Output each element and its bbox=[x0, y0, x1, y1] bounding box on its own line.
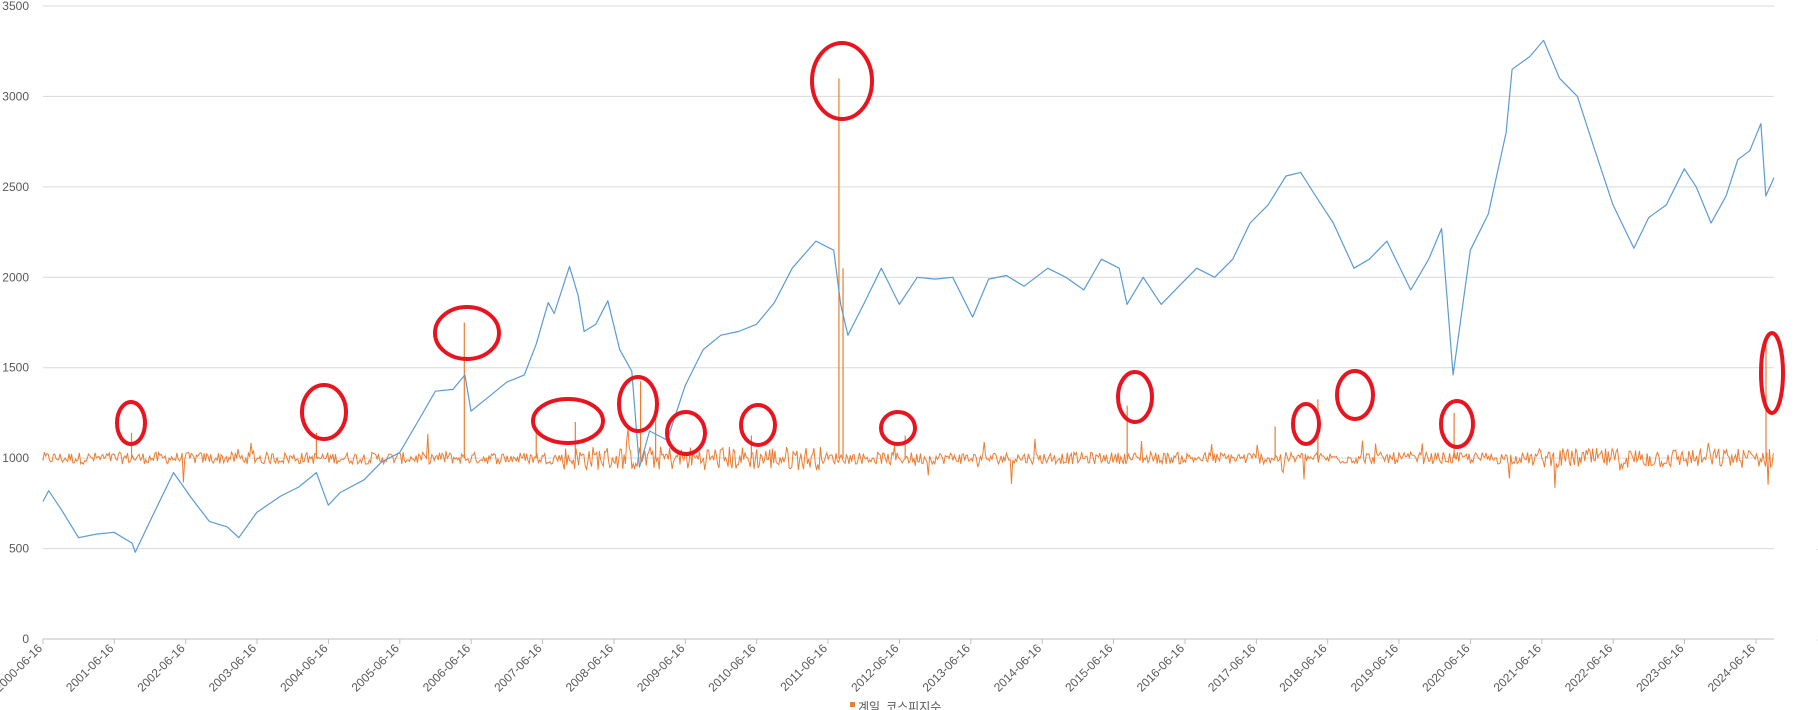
x-tick-label: 2012-06-16 bbox=[848, 641, 902, 695]
daily-change-noise bbox=[42, 428, 1774, 488]
kospi-line bbox=[42, 39, 1775, 553]
x-tick-label: 2005-06-16 bbox=[349, 641, 403, 695]
highlight-ellipse bbox=[810, 41, 874, 121]
x-tick-label: 2000-06-16 bbox=[0, 641, 45, 695]
x-tick-label: 2011-06-16 bbox=[777, 641, 830, 694]
x-axis-tick-labels: 2000-06-16 2001-06-16 2002-06-16 2003-06-16… bbox=[0, 638, 1774, 695]
legend-label: 계일_코스피지수 bbox=[858, 700, 941, 710]
highlight-ellipse bbox=[115, 400, 147, 446]
daily-change-series bbox=[42, 78, 1774, 488]
legend-swatch bbox=[850, 702, 855, 707]
x-tick-label: 2013-06-16 bbox=[920, 641, 974, 695]
x-tick-label: 2004-06-16 bbox=[277, 641, 331, 695]
x-tick-label: 2020-06-16 bbox=[1419, 641, 1473, 695]
x-tick-label: 2014-06-16 bbox=[991, 641, 1045, 695]
left-tick-label: 1000 bbox=[2, 451, 29, 465]
left-tick-label: 2000 bbox=[2, 270, 29, 284]
x-tick-label: 2009-06-16 bbox=[634, 641, 688, 695]
x-tick-label: 2022-06-16 bbox=[1562, 641, 1616, 695]
x-tick-label: 2016-06-16 bbox=[1134, 641, 1188, 695]
highlight-ellipse bbox=[531, 397, 605, 445]
x-tick-label: 2017-06-16 bbox=[1205, 641, 1259, 695]
left-tick-label: 1500 bbox=[2, 361, 29, 375]
x-tick-label: 2018-06-16 bbox=[1276, 641, 1330, 695]
highlight-ellipse bbox=[1759, 331, 1785, 415]
x-tick-label: 2001-06-16 bbox=[63, 641, 117, 695]
highlight-ellipse bbox=[617, 375, 659, 433]
x-tick-label: 2006-06-16 bbox=[420, 641, 474, 695]
highlight-ellipse bbox=[879, 410, 917, 446]
x-tick-label: 2007-06-16 bbox=[491, 641, 545, 695]
x-tick-label: 2015-06-16 bbox=[1062, 641, 1116, 695]
left-tick-label: 0 bbox=[22, 632, 29, 646]
left-tick-label: 3500 bbox=[2, 0, 29, 13]
highlight-ellipse bbox=[1439, 399, 1475, 449]
x-tick-label: 2024-06-16 bbox=[1705, 641, 1759, 695]
highlight-ellipse bbox=[433, 305, 501, 361]
red-highlight-circles bbox=[115, 41, 1785, 456]
highlight-ellipse bbox=[665, 410, 707, 456]
left-tick-label: 2500 bbox=[2, 180, 29, 194]
kospi-index-series bbox=[42, 39, 1775, 553]
x-tick-label: 2010-06-16 bbox=[705, 641, 759, 695]
legend: 계일_코스피지수 bbox=[850, 700, 941, 710]
x-tick-label: 2019-06-16 bbox=[1348, 641, 1402, 695]
x-tick-label: 2023-06-16 bbox=[1633, 641, 1687, 695]
x-tick-label: 2008-06-16 bbox=[563, 641, 617, 695]
x-tick-label: 2021-06-16 bbox=[1491, 641, 1545, 695]
x-tick-label: 2003-06-16 bbox=[206, 641, 260, 695]
gridlines bbox=[43, 5, 1774, 640]
x-tick-label: 2002-06-16 bbox=[134, 641, 188, 695]
highlight-ellipse bbox=[300, 383, 348, 441]
left-axis-tick-labels: 0 500 1000 1500 2000 2500 3000 3500 bbox=[2, 0, 29, 646]
highlight-ellipse bbox=[739, 403, 777, 447]
left-tick-label: 3000 bbox=[2, 89, 29, 103]
left-tick-label: 500 bbox=[9, 542, 29, 556]
highlight-ellipse bbox=[1291, 402, 1321, 446]
highlight-ellipse bbox=[1116, 370, 1154, 424]
highlight-ellipse bbox=[1335, 369, 1375, 421]
